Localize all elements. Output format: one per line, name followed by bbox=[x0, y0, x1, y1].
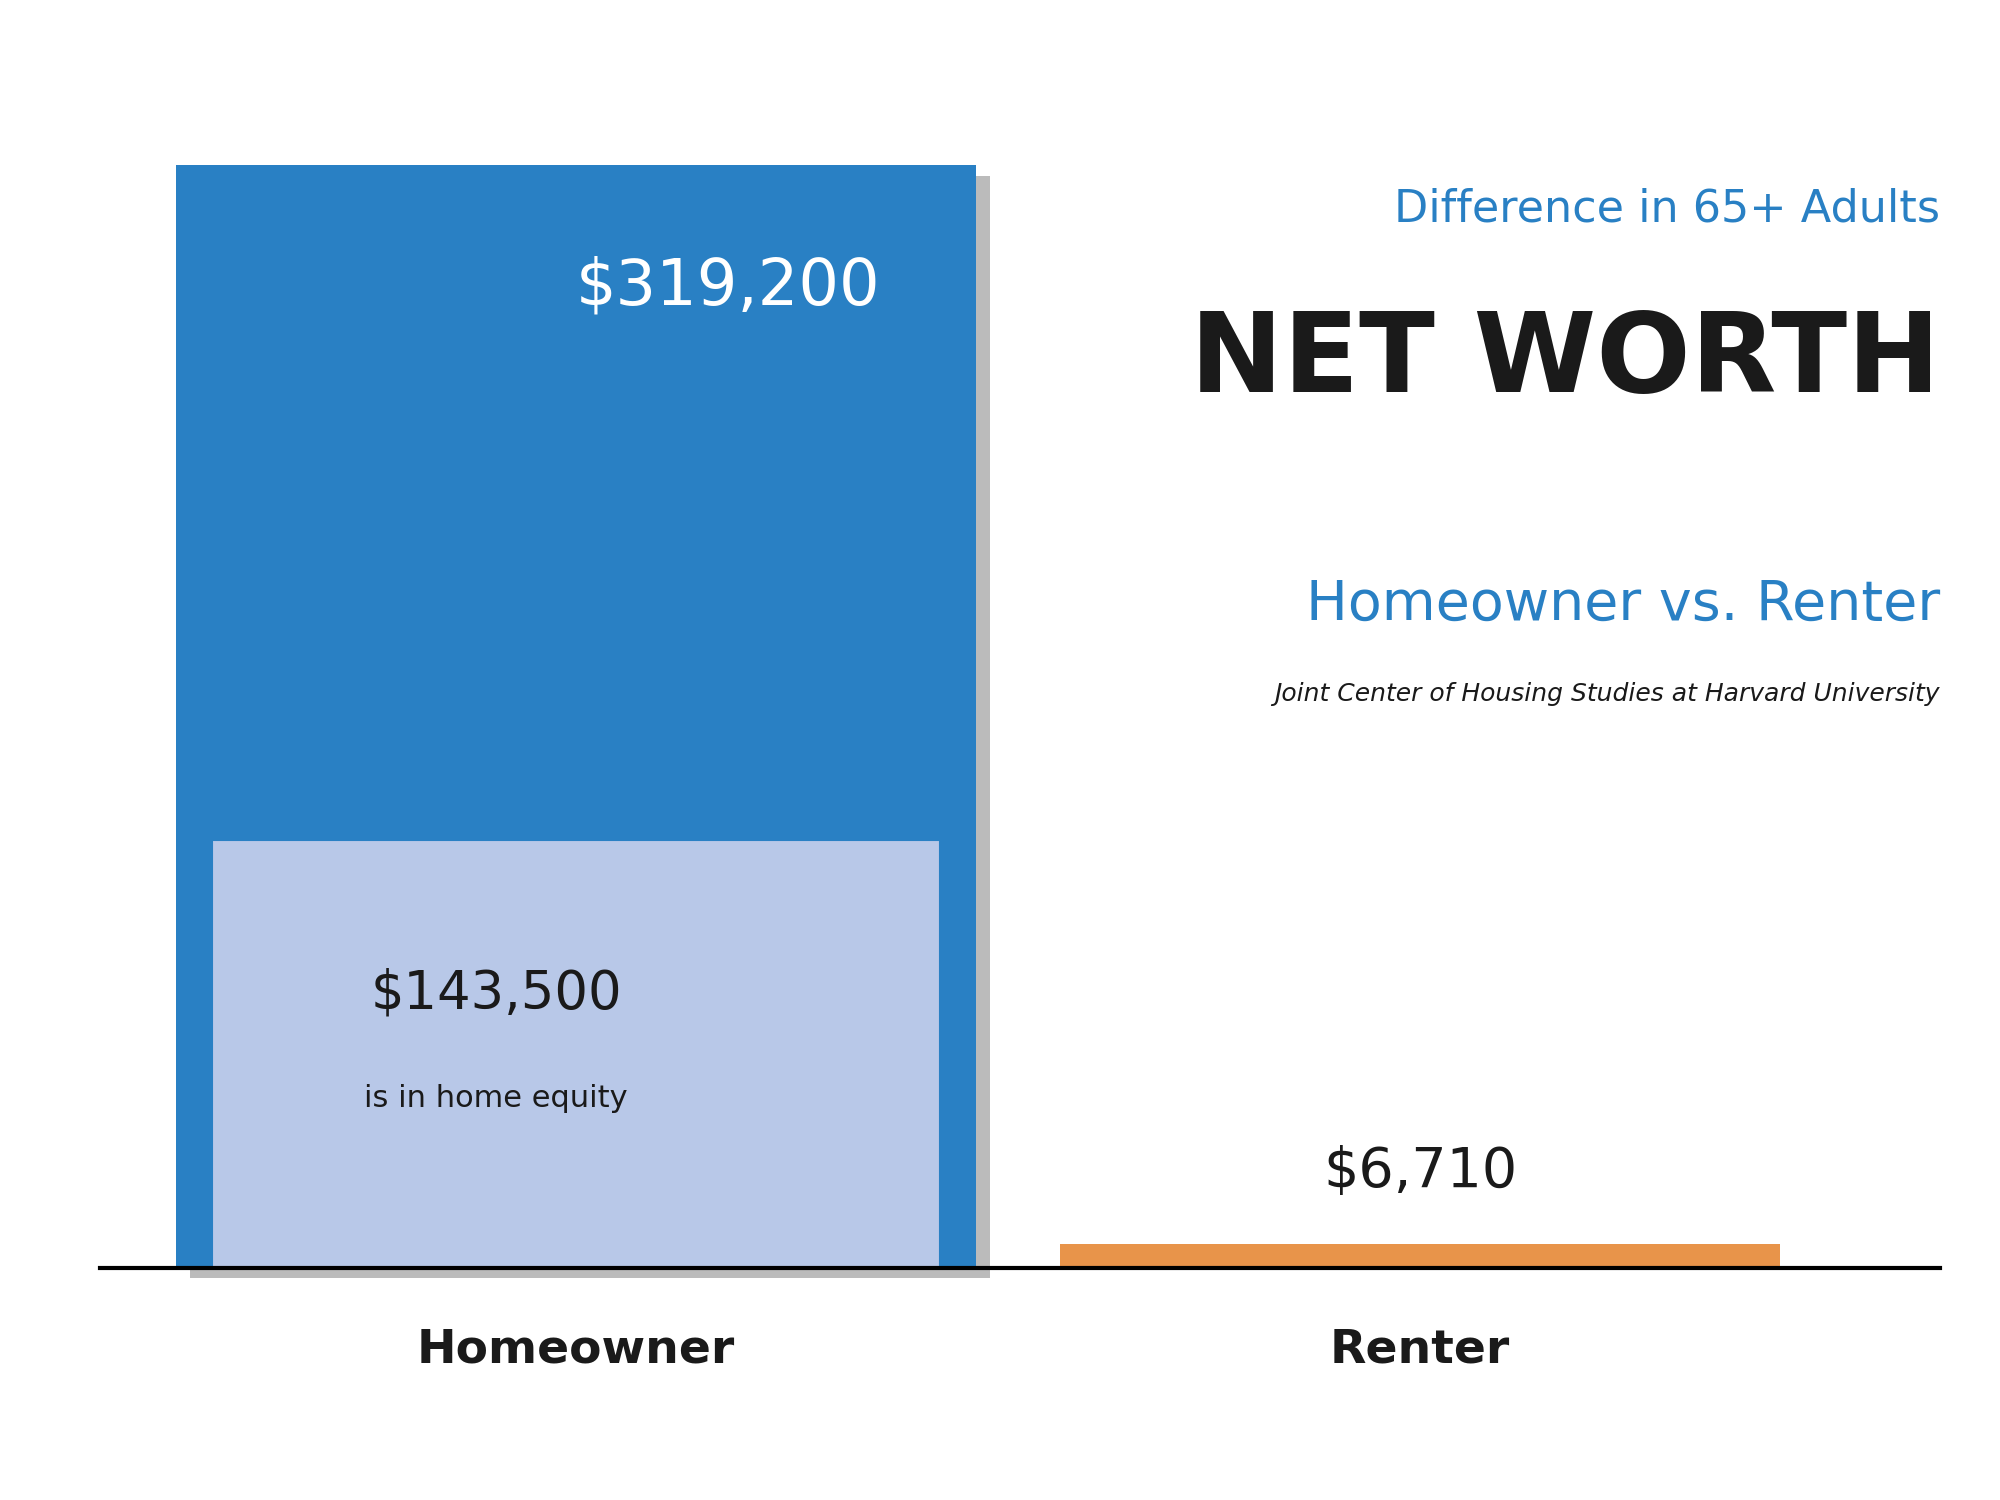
Text: $143,500: $143,500 bbox=[370, 968, 622, 1020]
Text: Difference in 65+ Adults: Difference in 65+ Adults bbox=[1394, 188, 1940, 231]
Bar bbox=[212, 840, 940, 1268]
Text: $319,200: $319,200 bbox=[576, 255, 880, 316]
Text: Homeowner: Homeowner bbox=[416, 1328, 736, 1372]
Bar bbox=[190, 176, 990, 1278]
Text: is in home equity: is in home equity bbox=[364, 1084, 628, 1113]
Text: $6,710: $6,710 bbox=[1322, 1146, 1518, 1200]
Text: Joint Center of Housing Studies at Harvard University: Joint Center of Housing Studies at Harva… bbox=[1274, 682, 1940, 706]
Bar bbox=[1060, 1245, 1780, 1268]
Bar bbox=[176, 165, 976, 1268]
Text: Homeowner vs. Renter: Homeowner vs. Renter bbox=[1306, 578, 1940, 632]
Text: Renter: Renter bbox=[1330, 1328, 1510, 1372]
Text: NET WORTH: NET WORTH bbox=[1190, 308, 1940, 414]
